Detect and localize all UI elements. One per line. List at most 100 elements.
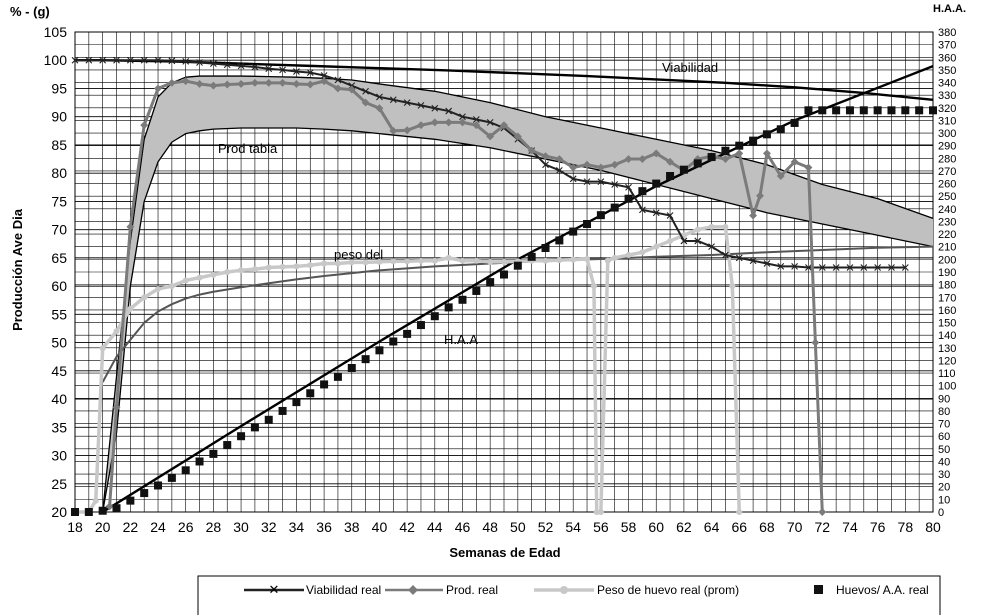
peso-real-point bbox=[113, 328, 120, 335]
x-tick-label: 70 bbox=[787, 519, 803, 535]
viabilidad-real-point bbox=[389, 96, 397, 104]
huevos-real-point bbox=[458, 295, 467, 304]
huevos-real-point bbox=[832, 106, 841, 115]
huevos-real-point bbox=[721, 146, 730, 155]
huevos-real-point bbox=[223, 441, 232, 450]
huevos-real-point bbox=[472, 286, 481, 295]
y-left-tick-label: 105 bbox=[44, 24, 68, 40]
x-tick-label: 24 bbox=[150, 519, 166, 535]
y-right-tick-label: 80 bbox=[938, 406, 950, 418]
prod-real-point bbox=[756, 191, 764, 200]
huevos-real-point bbox=[693, 159, 702, 168]
prod-real-point bbox=[583, 160, 591, 169]
viabilidad-real-point bbox=[597, 178, 605, 186]
huevos-real-point bbox=[929, 106, 937, 115]
prod-real-point bbox=[721, 155, 730, 164]
viabilidad-real-point bbox=[140, 56, 148, 64]
x-tick-label: 42 bbox=[399, 519, 415, 535]
huevos-real-point bbox=[859, 106, 868, 115]
viabilidad-real-point bbox=[832, 264, 840, 271]
huevos-real-point bbox=[237, 432, 246, 441]
prod-real-point bbox=[140, 121, 149, 130]
prod-real-point bbox=[610, 160, 619, 169]
huevos-real-point bbox=[596, 211, 605, 220]
prod-real-point bbox=[486, 132, 495, 141]
peso-real-point bbox=[251, 266, 258, 273]
y-right-tick-label: 260 bbox=[938, 179, 956, 191]
viabilidad-real-point bbox=[611, 181, 619, 188]
peso-real-point bbox=[334, 260, 341, 267]
peso-real-point bbox=[348, 259, 355, 266]
x-tick-label: 78 bbox=[898, 519, 914, 535]
y-right-tick-label: 380 bbox=[938, 27, 956, 39]
prod-real-point bbox=[527, 146, 536, 155]
huevos-real-point bbox=[444, 303, 453, 312]
huevos-real-point bbox=[555, 236, 564, 245]
annotation-peso-del: peso del bbox=[334, 247, 383, 262]
x-tick-label: 26 bbox=[178, 519, 194, 535]
peso-real-point bbox=[127, 305, 134, 312]
y-left-tick-label: 85 bbox=[51, 137, 67, 153]
y-right-tick-label: 220 bbox=[938, 229, 956, 241]
y-right-tick-label: 160 bbox=[938, 305, 956, 317]
prod-real-point bbox=[776, 172, 785, 180]
viabilidad-real-point bbox=[749, 257, 757, 265]
peso-real-point bbox=[722, 223, 729, 230]
x-tick-label: 30 bbox=[233, 519, 249, 535]
peso-real-point bbox=[362, 259, 369, 266]
legend-label: Peso de huevo real (prom) bbox=[597, 583, 739, 597]
y-right-tick-label: 370 bbox=[938, 40, 956, 52]
huevos-real-point bbox=[707, 153, 716, 162]
peso-real-point bbox=[376, 258, 383, 265]
huevos-real-point bbox=[416, 321, 425, 330]
x-tick-label: 48 bbox=[482, 519, 498, 535]
huevos-real-point bbox=[320, 380, 329, 389]
viabilidad-real-point bbox=[306, 69, 314, 77]
legend-label: Prod. real bbox=[446, 583, 498, 597]
viabilidad-real-point bbox=[403, 99, 411, 106]
x-tick-label: 22 bbox=[123, 519, 139, 535]
viabilidad-real-point bbox=[376, 93, 383, 101]
peso-real-point bbox=[584, 256, 591, 263]
peso-real-point bbox=[141, 294, 148, 301]
viabilidad-real-point bbox=[846, 264, 854, 271]
y-left-tick-label: 20 bbox=[51, 504, 67, 520]
viabilidad-real-point bbox=[486, 118, 494, 126]
y-left-tick-label: 65 bbox=[51, 250, 67, 266]
x-tick-label: 18 bbox=[67, 519, 83, 535]
huevos-real-point bbox=[569, 227, 578, 236]
viabilidad-real-point bbox=[168, 57, 176, 65]
viabilidad-real-point bbox=[694, 237, 702, 245]
huevos-real-point bbox=[790, 118, 799, 127]
y-right-tick-label: 340 bbox=[938, 78, 956, 90]
x-tick-label: 20 bbox=[95, 519, 111, 535]
peso-real-point bbox=[667, 237, 674, 244]
y-right-tick-label: 270 bbox=[938, 166, 956, 178]
huevos-real-point bbox=[84, 508, 93, 516]
x-tick-label: 36 bbox=[316, 519, 332, 535]
y-left-tick-label: 70 bbox=[51, 222, 67, 238]
x-tick-label: 32 bbox=[261, 519, 277, 535]
annotation-viabilidad: Viabilidad bbox=[662, 60, 718, 75]
x-tick-label: 80 bbox=[925, 519, 941, 535]
peso-real-point bbox=[92, 497, 99, 504]
y-left-tick-label: 55 bbox=[51, 306, 67, 322]
peso-real-point bbox=[307, 262, 314, 269]
peso-real-point bbox=[729, 283, 736, 290]
huevos-real-point bbox=[749, 136, 758, 145]
x-tick-label: 52 bbox=[538, 519, 554, 535]
huevos-real-point bbox=[167, 473, 176, 482]
legend-marker-circle bbox=[560, 586, 568, 594]
x-tick-label: 68 bbox=[759, 519, 775, 535]
huevos-real-point bbox=[845, 106, 854, 115]
viabilidad-real-point bbox=[888, 264, 895, 271]
huevos-real-point bbox=[292, 398, 301, 407]
x-tick-label: 64 bbox=[704, 519, 720, 535]
prod-tabla-lower-line bbox=[102, 127, 934, 513]
peso-real-point bbox=[694, 226, 701, 233]
peso-real-point bbox=[238, 267, 245, 274]
huevos-real-point bbox=[71, 508, 79, 516]
viabilidad-real-point bbox=[320, 72, 328, 79]
legend-item-prod-real: Prod. real bbox=[385, 583, 498, 597]
